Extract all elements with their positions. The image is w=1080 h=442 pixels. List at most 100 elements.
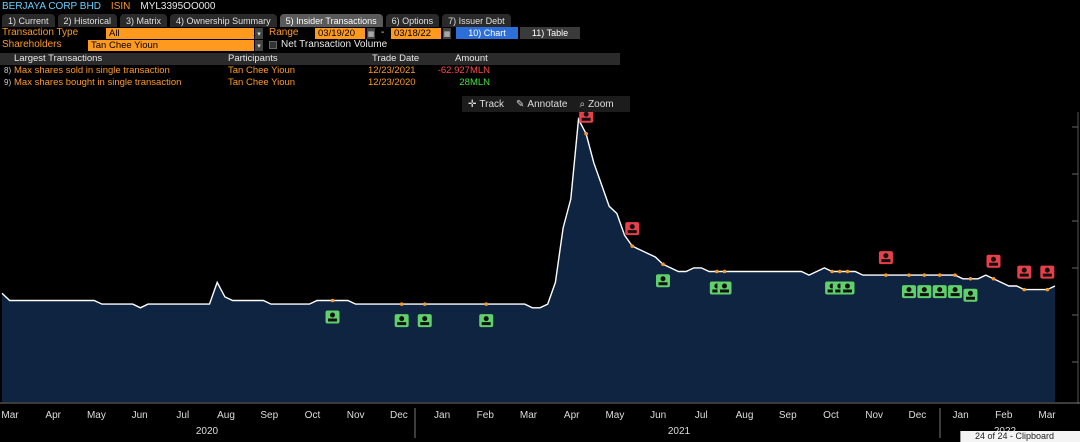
person-body [719,289,729,293]
transaction-type-label: Transaction Type [2,27,79,38]
track-tool[interactable]: ✛ Track [462,99,510,110]
tab-options[interactable]: 6) Options [385,14,440,27]
largest-row-bought[interactable]: 9) Max shares bought in single transacti… [0,77,620,89]
shareholders-label: Shareholders [2,39,62,50]
row-date: 12/23/2020 [368,77,416,88]
zoom-tool[interactable]: ⌕ Zoom [573,99,619,110]
tab-matrix[interactable]: 3) Matrix [120,14,168,27]
net-volume-checkbox[interactable] [269,41,277,49]
security-name[interactable]: BERJAYA CORP BHD [2,1,101,12]
transaction-point [715,269,719,274]
buy-marker [963,276,978,302]
year-label: 2020 [196,426,219,437]
buy-marker [901,273,916,299]
transaction-markers [325,112,1055,328]
insider-transactions-chart[interactable]: Mar Apr May Jun Jul Aug Sep Oct Nov Dec Jan Feb Mar A… [0,112,1080,442]
sell-marker [579,112,594,136]
largest-transactions-header: Largest Transactions Participants Trade … [0,53,620,65]
row-amount: -62.927MLN [437,65,490,76]
person-icon [844,283,850,289]
tab-ownership-summary[interactable]: 4) Ownership Summary [170,14,277,27]
transaction-type-dropdown-icon[interactable]: ▾ [255,28,263,39]
sell-marker [1017,265,1032,292]
chart-toolbar: ✛ Track ✎ Annotate ⌕ Zoom [462,96,630,112]
security-header: BERJAYA CORP BHD ISIN MYL3395OO000 [0,0,1080,13]
chart-button[interactable]: 10) Chart [456,27,518,39]
person-body [919,293,929,297]
person-icon [660,276,666,282]
person-icon [483,316,489,322]
row-label: Max shares sold in single transaction [14,65,170,76]
transaction-point [884,273,888,277]
person-body [950,293,960,297]
person-icon [629,224,635,230]
person-body [420,322,430,326]
tab-historical[interactable]: 2) Historical [57,14,118,27]
range-start-calendar-icon[interactable]: ▦ [367,28,375,39]
transaction-point [330,298,335,303]
x-tick-label: May [605,410,624,421]
shareholders-dropdown-icon[interactable]: ▾ [255,40,263,51]
row-label: Max shares bought in single transaction [14,77,182,88]
buy-marker [656,262,671,288]
transaction-point [399,302,404,306]
annotate-tool[interactable]: ✎ Annotate [510,99,573,110]
range-end-calendar-icon[interactable]: ▦ [443,28,451,39]
range-end-input[interactable]: 03/18/22 [391,28,441,39]
person-body [481,322,491,326]
buy-marker [948,273,963,299]
person-icon [399,316,405,322]
transaction-type-select[interactable]: All [106,28,254,39]
chart-frame [1072,112,1079,404]
clipboard-status[interactable]: 24 of 24 - Clipboard [960,431,1080,442]
tab-insider-transactions[interactable]: 5) Insider Transactions [279,14,383,27]
largest-row-sold[interactable]: 8) Max shares sold in single transaction… [0,65,620,77]
x-tick-label: Aug [217,410,235,421]
range-separator: - [381,27,385,38]
row-participant: Tan Chee Yioun [228,77,296,88]
person-body [881,259,891,263]
person-body [935,293,945,297]
tab-issuer-debt[interactable]: 7) Issuer Debt [442,14,511,27]
person-icon [967,290,973,296]
x-tick-label: Dec [908,410,926,421]
transaction-point [991,276,996,281]
person-icon [330,312,336,318]
buy-marker [840,269,855,295]
buy-marker [417,302,432,328]
x-tick-label: Jul [176,410,189,421]
x-tick-label: Jun [132,410,148,421]
x-axis: Mar Apr May Jun Jul Aug Sep Oct Nov Dec Jan Feb Mar A… [0,402,1080,438]
person-icon [883,253,889,259]
isin-value: MYL3395OO000 [140,1,216,12]
transaction-point [422,302,427,306]
table-button[interactable]: 11) Table [520,27,580,39]
range-start-input[interactable]: 03/19/20 [315,28,365,39]
transaction-point [837,269,842,274]
sell-marker [986,254,1001,281]
shareholders-select[interactable]: Tan Chee Yioun [88,40,254,51]
isin-label: ISIN [110,1,131,12]
tab-current[interactable]: 1) Current [2,14,55,27]
person-body [1042,273,1052,277]
person-icon [906,287,912,293]
person-icon [583,112,589,117]
person-body [827,289,837,293]
x-tick-label: May [87,410,106,421]
transaction-point [968,276,973,281]
row-amount: 28MLN [459,77,490,88]
x-tick-label: Jul [695,410,708,421]
buy-marker [717,269,732,295]
magnifier-icon: ⌕ [579,98,586,110]
transaction-point [484,302,489,306]
row-index: 9) [4,78,12,87]
function-tabs: 1) Current 2) Historical 3) Matrix 4) Ow… [0,13,1080,27]
x-tick-label: Apr [564,410,580,421]
row-participant: Tan Chee Yioun [228,65,296,76]
transaction-point [845,269,850,274]
annotate-label: Annotate [527,98,568,110]
person-body [904,293,914,297]
buy-marker [394,302,409,328]
person-icon [937,287,943,293]
zoom-label: Zoom [588,98,614,110]
